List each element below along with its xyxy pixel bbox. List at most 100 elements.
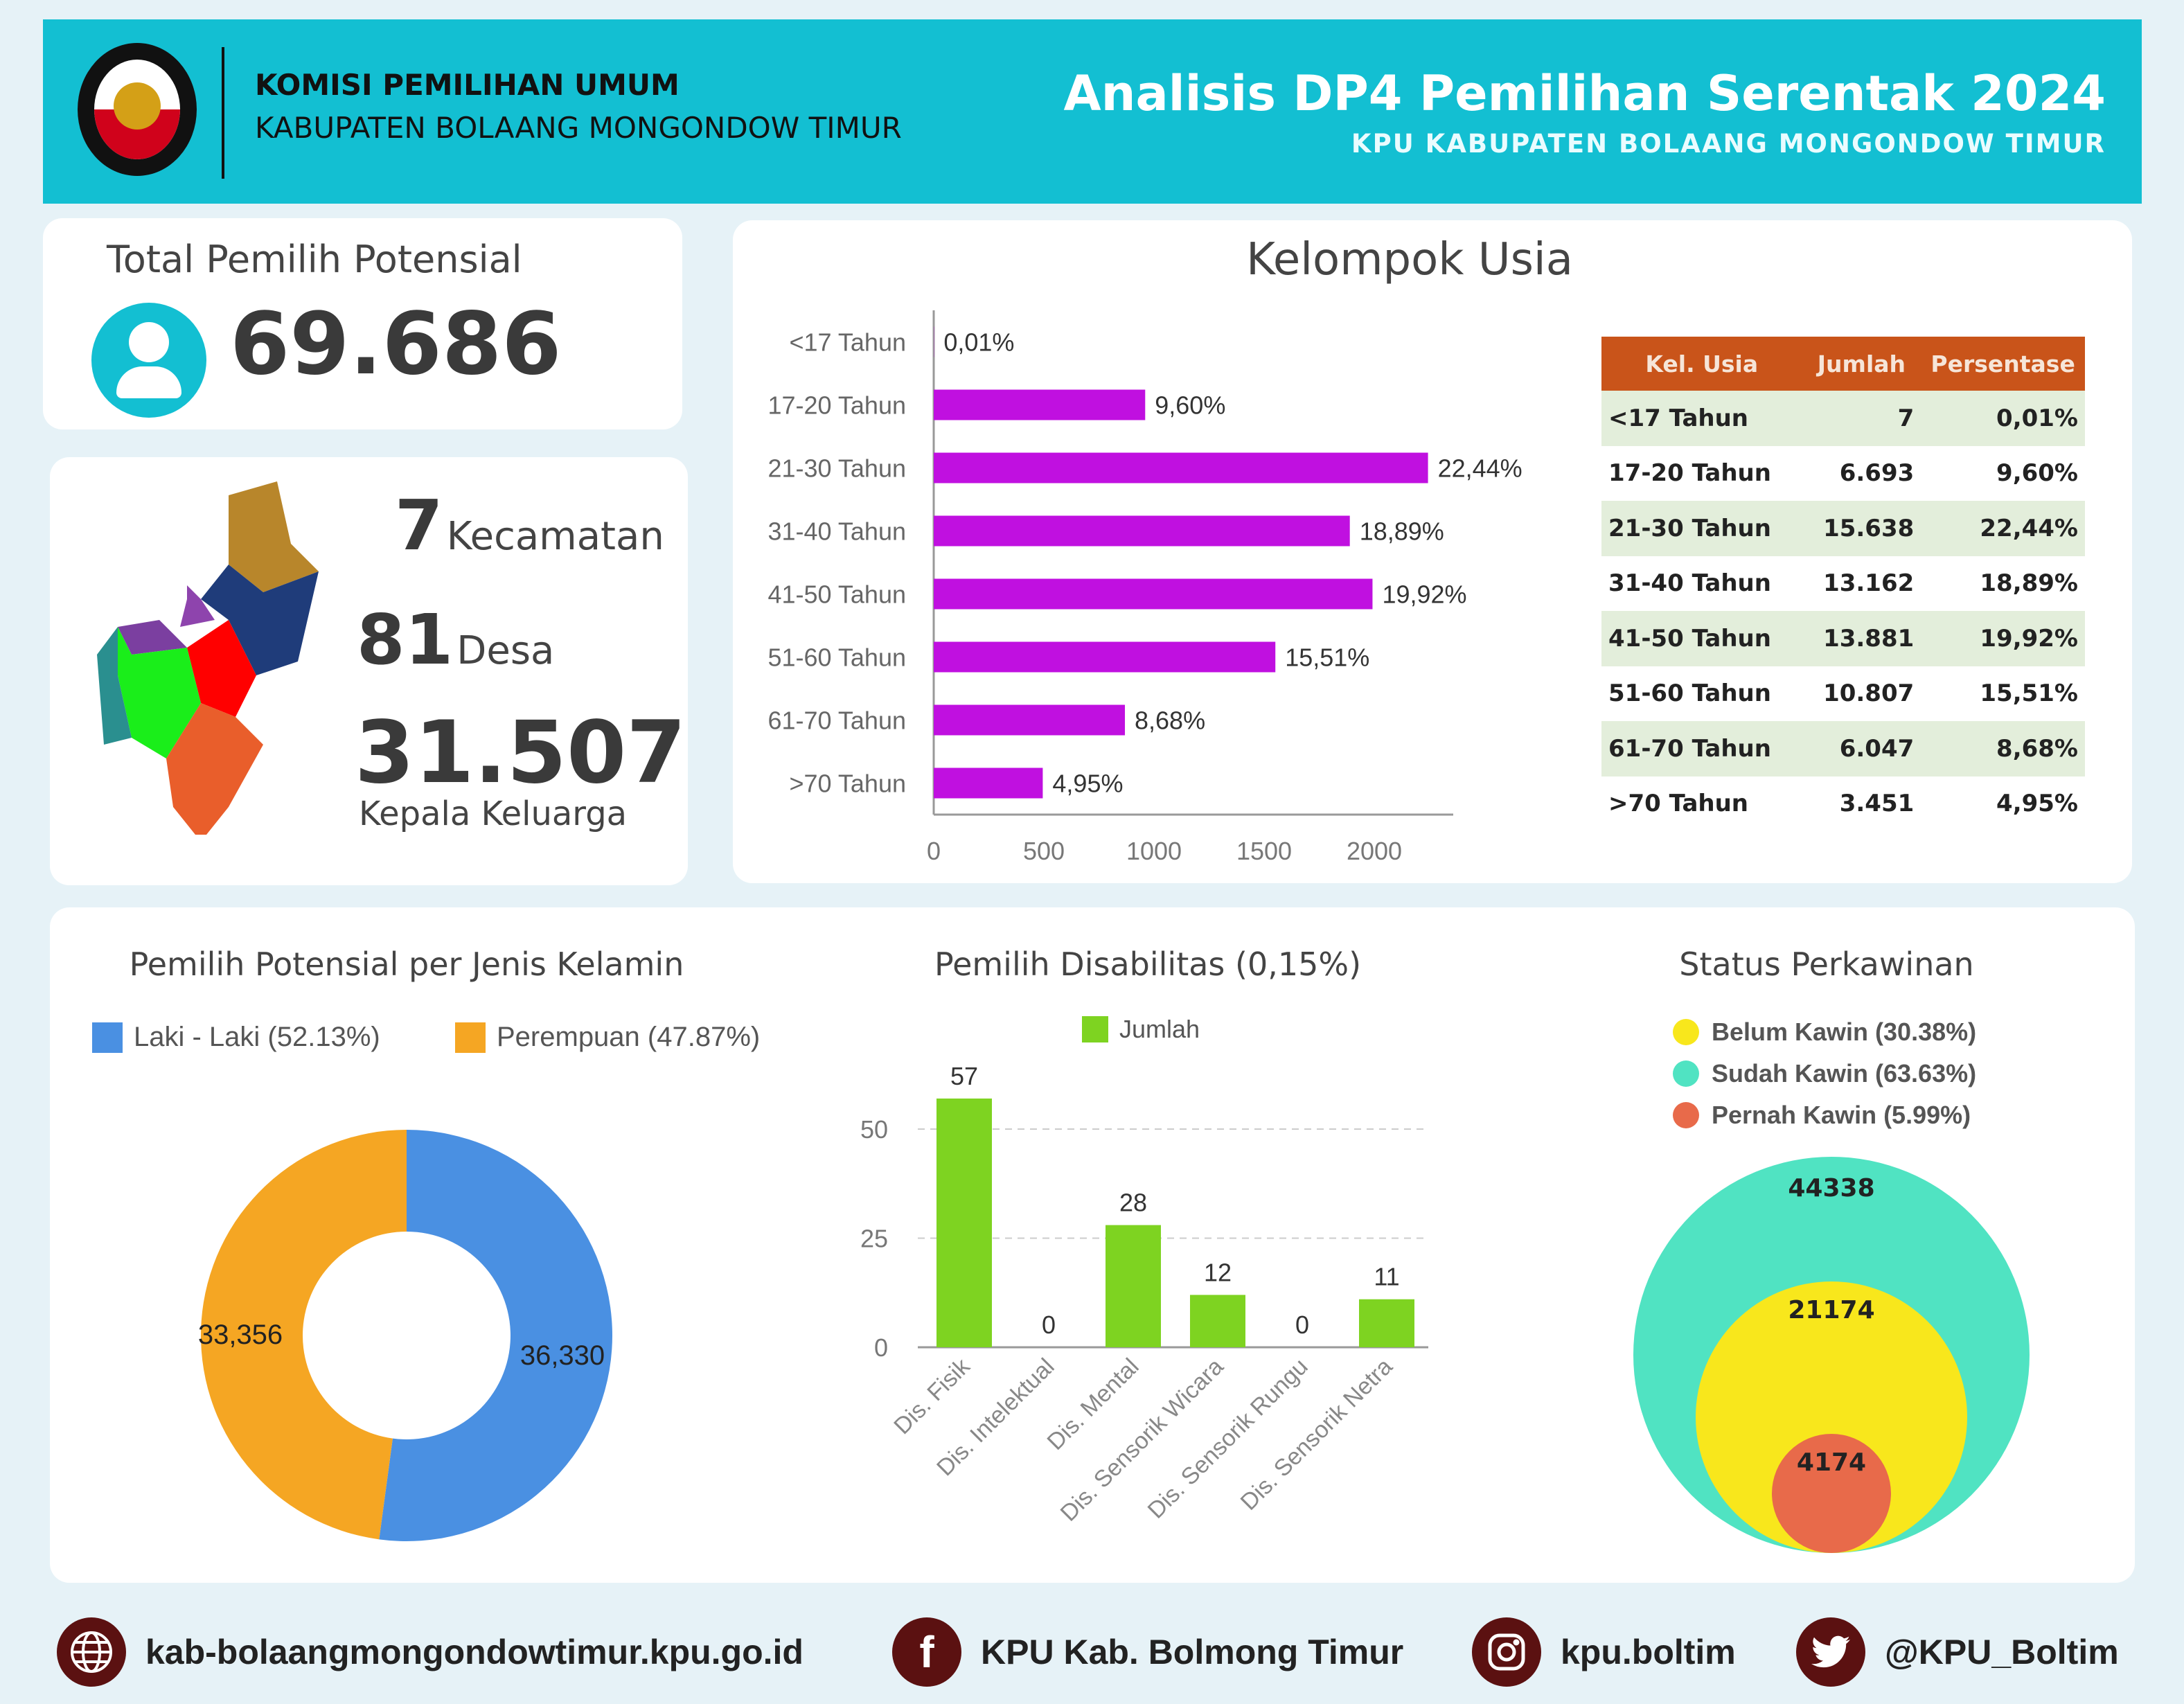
bar — [936, 1098, 992, 1347]
bubble — [1772, 1434, 1891, 1553]
table-row: 17-20 Tahun 6.693 9,60% — [1601, 446, 2085, 502]
kpu-logo — [78, 43, 197, 176]
org-region: KABUPATEN BOLAANG MONGONDOW TIMUR — [255, 111, 902, 145]
table-cell: 6.693 — [1839, 459, 1915, 488]
data-label: 12 — [1204, 1258, 1232, 1286]
tick-label: 0 — [874, 1333, 888, 1362]
page-title: Analisis DP4 Pemilihan Serentak 2024 — [1063, 65, 2106, 122]
globe-icon — [57, 1617, 126, 1687]
data-label: 15,51% — [1285, 644, 1369, 672]
table-row: 41-50 Tahun 13.881 19,92% — [1601, 611, 2085, 666]
data-label: 9,60% — [1155, 391, 1225, 420]
table-row: <17 Tahun 7 0,01% — [1601, 391, 2085, 446]
donut-slice — [200, 1130, 407, 1540]
data-label: 36,330 — [520, 1340, 605, 1371]
age-title: Kelompok Usia — [1246, 234, 1573, 285]
table-cell: 6.047 — [1802, 721, 1921, 776]
data-label: 11 — [1374, 1263, 1399, 1291]
table-cell: 22,44% — [1921, 501, 2085, 556]
data-label: 33,356 — [198, 1320, 283, 1350]
table-cell: 10.807 — [1823, 680, 1915, 708]
table-cell: 8,68% — [1921, 721, 2085, 776]
table-cell: 15.638 — [1802, 501, 1921, 556]
kecamatan-stat: 7 Kecamatan — [395, 485, 664, 566]
category-label: 61-70 Tahun — [767, 707, 906, 735]
header-banner: KOMISI PEMILIHAN UMUM KABUPATEN BOLAANG … — [43, 19, 2142, 204]
age-group-card: Kelompok Usia <17 Tahun 0,01% 17-20 Tahun 9… — [733, 220, 2132, 883]
age-bar-chart: <17 Tahun 0,01% 17-20 Tahun 9,60% 21-30 Tahu… — [767, 310, 1522, 865]
facebook-icon: f — [892, 1617, 961, 1687]
bar — [934, 767, 1043, 799]
category-label: >70 Tahun — [789, 770, 906, 798]
data-label: 22,44% — [1438, 454, 1522, 483]
legend-jumlah: Jumlah — [1082, 1015, 1200, 1044]
bar — [1106, 1225, 1161, 1347]
table-cell: 61-70 Tahun — [1601, 721, 1802, 776]
region-map — [97, 481, 319, 835]
twitter-icon — [1796, 1617, 1865, 1687]
data-label: 0,01% — [943, 328, 1014, 357]
tick-label: 2000 — [1347, 837, 1402, 865]
region-card: 7 Kecamatan 81 Desa 31.507 Kepala Keluar… — [50, 457, 688, 885]
disability-title: Pemilih Disabilitas (0,15%) — [934, 946, 1362, 983]
table-cell: 7 — [1802, 391, 1921, 446]
table-cell: >70 Tahun — [1608, 790, 1749, 818]
bar — [1190, 1295, 1245, 1347]
col-header: Jumlah — [1802, 337, 1921, 391]
legend-pernah-kawin: Pernah Kawin (5.99%) — [1673, 1094, 1976, 1136]
bubble — [1696, 1281, 1967, 1553]
table-cell: 4,95% — [1996, 790, 2078, 818]
data-label: 18,89% — [1360, 517, 1444, 546]
table-cell: 19,92% — [1921, 611, 2085, 666]
org-name: KOMISI PEMILIHAN UMUM — [255, 68, 680, 102]
data-label: 19,92% — [1382, 580, 1466, 609]
table-row: 31-40 Tahun 13.162 18,89% — [1601, 556, 2085, 612]
data-label: 0 — [1042, 1311, 1056, 1339]
table-cell: 9,60% — [1996, 459, 2078, 488]
tick-label: 0 — [927, 837, 941, 865]
table-cell: 3.451 — [1839, 790, 1915, 818]
marital-title: Status Perkawinan — [1679, 946, 1974, 983]
footer-instagram[interactable]: kpu.boltim — [1472, 1617, 1736, 1687]
table-cell: 15,51% — [1980, 680, 2078, 708]
table-cell: 13.881 — [1802, 611, 1921, 666]
kk-label: Kepala Keluarga — [359, 795, 628, 833]
page-subtitle: KPU KABUPATEN BOLAANG MONGONDOW TIMUR — [1351, 129, 2106, 159]
table-cell: <17 Tahun — [1601, 391, 1802, 446]
footer-twitter[interactable]: @KPU_Boltim — [1796, 1617, 2119, 1687]
age-table: Kel. Usia Jumlah Persentase <17 Tahun 7 0,… — [1601, 337, 2085, 831]
category-label: 41-50 Tahun — [767, 580, 906, 609]
legend-male: Laki - Laki (52.13%) — [92, 1022, 380, 1053]
donut-slice — [379, 1130, 612, 1541]
table-row: >70 Tahun 3.451 4,95% — [1601, 776, 2085, 832]
table-cell: 31-40 Tahun — [1608, 569, 1771, 598]
total-label: Total Pemilih Potensial — [107, 238, 522, 281]
table-cell: 0,01% — [1921, 391, 2085, 446]
table-cell: 21-30 Tahun — [1601, 501, 1802, 556]
footer-website[interactable]: kab-bolaangmongondowtimur.kpu.go.id — [57, 1617, 804, 1687]
demographics-card: Pemilih Potensial per Jenis Kelamin Laki… — [50, 907, 2135, 1583]
data-label: 21174 — [1788, 1296, 1874, 1324]
desa-stat: 81 Desa — [357, 599, 555, 680]
table-row: 51-60 Tahun 10.807 15,51% — [1601, 666, 2085, 722]
data-label: 4,95% — [1052, 770, 1123, 798]
bar — [934, 389, 1146, 420]
kk-value: 31.507 — [355, 703, 686, 803]
category-label: 31-40 Tahun — [767, 517, 906, 546]
col-header: Kel. Usia — [1601, 337, 1802, 391]
table-cell: 17-20 Tahun — [1608, 459, 1771, 488]
table-cell: 18,89% — [1980, 569, 2078, 598]
marital-bubble-chart: 44338 21174 4174 — [1633, 1157, 2030, 1553]
user-icon — [91, 303, 206, 418]
data-label: 44338 — [1788, 1174, 1874, 1202]
bar — [934, 515, 1350, 547]
legend-female: Perempuan (47.87%) — [455, 1022, 760, 1053]
tick-label: 25 — [860, 1225, 888, 1253]
category-label: <17 Tahun — [789, 328, 906, 357]
gender-title: Pemilih Potensial per Jenis Kelamin — [129, 946, 684, 983]
category-label: 51-60 Tahun — [767, 644, 906, 672]
footer-facebook[interactable]: f KPU Kab. Bolmong Timur — [892, 1617, 1403, 1687]
data-label: 0 — [1295, 1311, 1309, 1339]
marital-legend: Belum Kawin (30.38%) Sudah Kawin (63.63%… — [1673, 1011, 1976, 1136]
table-row: 21-30 Tahun 15.638 22,44% — [1601, 501, 2085, 556]
